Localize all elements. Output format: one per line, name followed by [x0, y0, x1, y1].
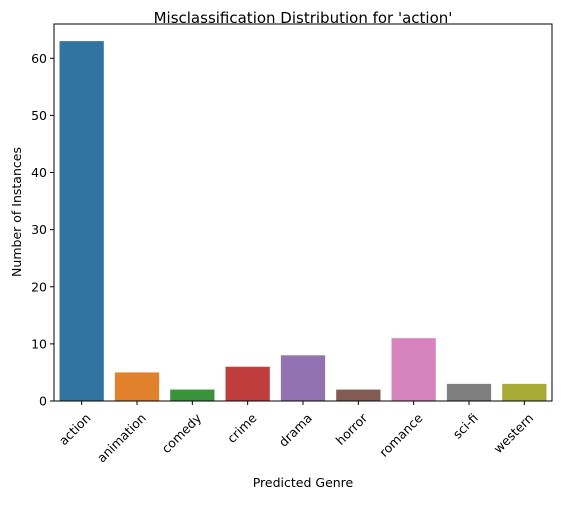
y-tick-label: 20	[31, 279, 47, 294]
x-tick-label-comedy: comedy	[158, 410, 204, 456]
bar-comedy	[170, 389, 215, 401]
bar-crime	[225, 366, 270, 401]
chart-title: Misclassification Distribution for 'acti…	[154, 9, 453, 27]
plot-frame	[53, 23, 553, 402]
bar-animation	[114, 372, 160, 401]
x-tick-label-animation: animation	[94, 410, 149, 465]
y-axis: 0 10 20 30 40 50 60	[31, 51, 54, 409]
bars-group	[59, 41, 547, 402]
x-tick-label-crime: crime	[224, 410, 260, 446]
bar-romance	[391, 338, 436, 401]
x-tick-label-romance: romance	[376, 410, 426, 460]
x-tick-label-sci-fi: sci-fi	[450, 410, 481, 441]
y-axis-label: Number of Instances	[9, 147, 24, 277]
bar-action	[59, 41, 104, 402]
y-tick-label: 30	[31, 222, 47, 237]
x-tick-label-action: action	[56, 410, 94, 448]
y-tick-label: 50	[31, 108, 47, 123]
y-tick-label: 60	[31, 51, 47, 66]
bar-horror	[336, 389, 381, 401]
y-tick-label: 40	[31, 165, 47, 180]
x-tick-label-horror: horror	[333, 410, 371, 448]
bar-sci-fi	[446, 383, 492, 401]
x-tick-label-western: western	[490, 410, 536, 456]
x-axis-label: Predicted Genre	[253, 475, 354, 490]
y-tick-label: 0	[39, 394, 47, 409]
bar-drama	[280, 355, 326, 401]
bar-western	[502, 383, 547, 401]
x-tick-label-drama: drama	[276, 410, 315, 449]
x-axis: action animation comedy crime drama horror rom…	[56, 401, 536, 465]
y-tick-label: 10	[31, 336, 47, 351]
